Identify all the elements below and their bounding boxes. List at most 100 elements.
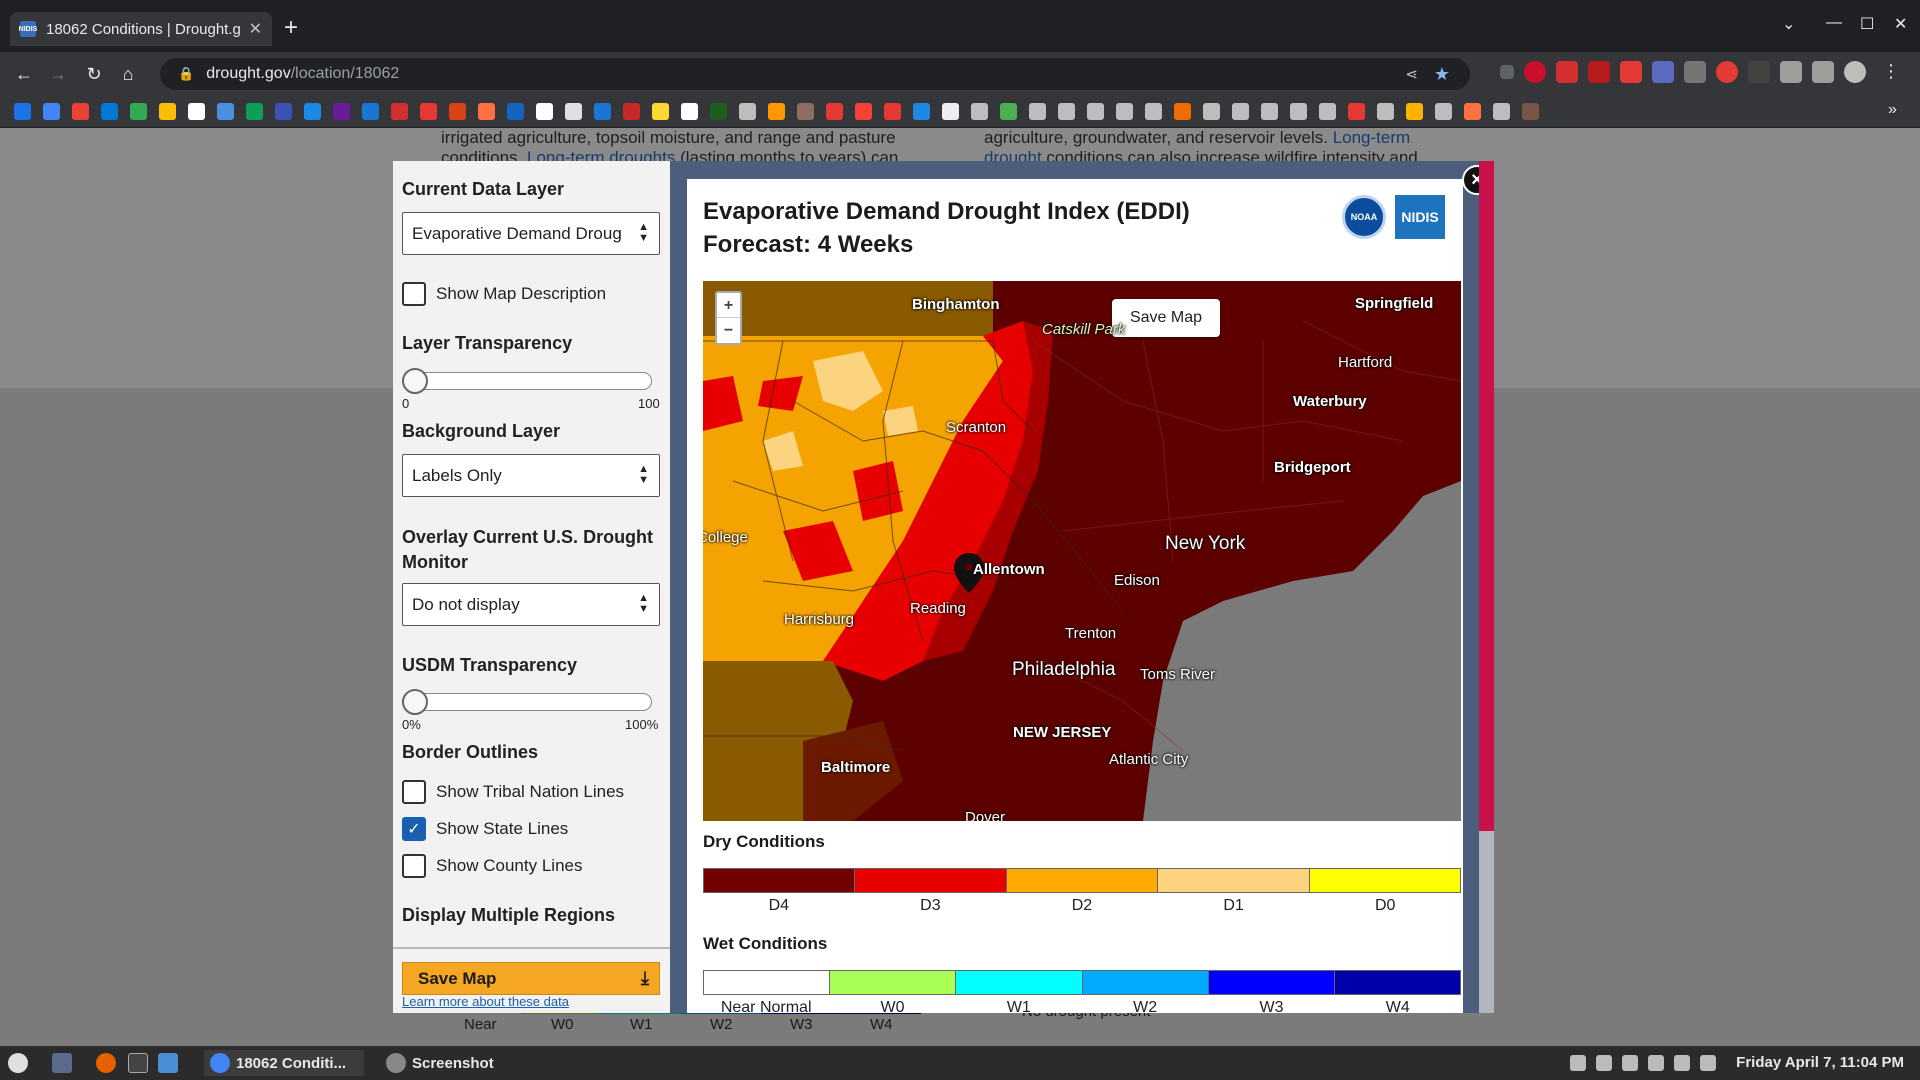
bookmark-icon[interactable] (1029, 103, 1046, 120)
bookmark-icon[interactable] (478, 103, 495, 120)
start-menu-icon[interactable] (8, 1050, 28, 1076)
bookmark-icon[interactable] (1261, 103, 1278, 120)
reload-icon[interactable]: ↻ (86, 63, 102, 84)
bookmark-icon[interactable] (246, 103, 263, 120)
learn-more-link[interactable]: Learn more about these data (402, 994, 569, 1009)
forward-icon[interactable]: → (49, 63, 67, 84)
current-data-layer-select[interactable]: Evaporative Demand Droug ▲ ▼ (402, 212, 660, 255)
bookmark-icon[interactable] (1464, 103, 1481, 120)
bookmark-icon[interactable] (884, 103, 901, 120)
share-icon[interactable]: ⋖ (1405, 66, 1418, 83)
extension-icon[interactable] (1652, 61, 1674, 83)
address-bar[interactable]: 🔒 drought.gov /location/18062 ⋖ ★ (160, 58, 1470, 90)
bookmark-star-icon[interactable]: ★ (1433, 63, 1450, 84)
layer-transparency-slider[interactable] (402, 368, 652, 394)
browser-tab[interactable]: NIDIS 18062 Conditions | Drought.g ✕ (10, 12, 272, 46)
bookmark-icon[interactable] (420, 103, 437, 120)
bookmark-icon[interactable] (1203, 103, 1220, 120)
bookmark-icon[interactable] (1319, 103, 1336, 120)
bookmark-icon[interactable] (188, 103, 205, 120)
extension-icon[interactable] (1588, 61, 1610, 83)
terminal-icon[interactable] (128, 1050, 148, 1076)
bookmark-icon[interactable] (536, 103, 553, 120)
dropdown-icon[interactable] (1500, 65, 1514, 79)
bookmark-icon[interactable] (1522, 103, 1539, 120)
printer-icon[interactable] (1596, 1055, 1612, 1071)
checkbox-icon[interactable] (402, 780, 426, 804)
bookmark-icon[interactable] (72, 103, 89, 120)
files-icon[interactable] (158, 1050, 178, 1076)
bookmark-icon[interactable] (1232, 103, 1249, 120)
bookmark-icon[interactable] (275, 103, 292, 120)
bookmark-icon[interactable] (739, 103, 756, 120)
bookmark-icon[interactable] (507, 103, 524, 120)
bookmark-icon[interactable] (1145, 103, 1162, 120)
bookmark-icon[interactable] (1087, 103, 1104, 120)
network-icon[interactable] (1674, 1055, 1690, 1071)
shield-icon[interactable] (1570, 1055, 1586, 1071)
zoom-in-button[interactable]: + (717, 293, 740, 318)
bookmark-icon[interactable] (681, 103, 698, 120)
bookmark-icon[interactable] (623, 103, 640, 120)
slider-knob[interactable] (402, 368, 428, 394)
bookmark-icon[interactable] (565, 103, 582, 120)
bookmark-icon[interactable] (159, 103, 176, 120)
show-desktop-icon[interactable] (52, 1050, 72, 1076)
bookmark-icon[interactable] (913, 103, 930, 120)
bookmark-icon[interactable] (304, 103, 321, 120)
bookmark-icon[interactable] (449, 103, 466, 120)
checkbox-checked-icon[interactable]: ✓ (402, 817, 426, 841)
map-canvas[interactable] (703, 281, 1461, 821)
bookmark-icon[interactable] (43, 103, 60, 120)
state-lines-checkbox[interactable]: ✓ Show State Lines (402, 817, 568, 841)
new-tab-icon[interactable]: + (284, 14, 299, 41)
bookmark-icon[interactable] (1348, 103, 1365, 120)
bookmarks-overflow-icon[interactable]: » (1888, 101, 1897, 118)
bookmark-icon[interactable] (826, 103, 843, 120)
profile-avatar-icon[interactable] (1844, 61, 1866, 83)
bookmark-icon[interactable] (971, 103, 988, 120)
county-lines-checkbox[interactable]: Show County Lines (402, 854, 582, 878)
bookmark-icon[interactable] (1377, 103, 1394, 120)
bookmark-icon[interactable] (333, 103, 350, 120)
user-icon[interactable] (1648, 1055, 1664, 1071)
bookmark-icon[interactable] (942, 103, 959, 120)
usdm-transparency-slider[interactable] (402, 689, 652, 715)
zoom-out-button[interactable]: − (723, 322, 734, 339)
bookmark-icon[interactable] (768, 103, 785, 120)
show-map-description-checkbox[interactable]: Show Map Description (402, 282, 606, 306)
bookmark-icon[interactable] (1493, 103, 1510, 120)
tab-search-icon[interactable]: ⌄ (1782, 16, 1796, 33)
bookmark-icon[interactable] (710, 103, 727, 120)
drought-map[interactable]: + − Save Map Binghamton Springfield Cats… (703, 281, 1461, 821)
back-icon[interactable]: ← (15, 63, 33, 84)
save-map-overlay-button[interactable]: Save Map (1112, 299, 1220, 337)
window-close-icon[interactable]: ✕ (1894, 16, 1908, 33)
scrollbar-thumb[interactable] (1479, 161, 1494, 831)
extension-icon[interactable] (1620, 61, 1642, 83)
bookmark-icon[interactable] (1174, 103, 1191, 120)
mail-icon[interactable] (1684, 61, 1706, 83)
tribal-lines-checkbox[interactable]: Show Tribal Nation Lines (402, 780, 624, 804)
bookmark-icon[interactable] (101, 103, 118, 120)
keyboard-icon[interactable] (1622, 1055, 1638, 1071)
location-pin-icon[interactable] (954, 553, 984, 593)
extension-icon[interactable] (1748, 61, 1770, 83)
volume-icon[interactable] (1700, 1055, 1716, 1071)
bookmark-icon[interactable] (130, 103, 147, 120)
modal-scrollbar[interactable] (1479, 161, 1494, 1013)
maximize-icon[interactable]: ☐ (1860, 16, 1875, 33)
checkbox-icon[interactable] (402, 282, 426, 306)
taskbar-chrome-item[interactable]: 18062 Conditi... (204, 1050, 364, 1076)
adblock-icon[interactable] (1556, 61, 1578, 83)
bookmark-icon[interactable] (652, 103, 669, 120)
ublock-icon[interactable] (1524, 61, 1546, 83)
checkbox-icon[interactable] (402, 854, 426, 878)
overlay-drought-monitor-select[interactable]: Do not display ▲ ▼ (402, 583, 660, 626)
bookmark-icon[interactable] (1290, 103, 1307, 120)
home-icon[interactable]: ⌂ (122, 63, 134, 84)
taskbar-screenshot-item[interactable]: Screenshot (380, 1050, 494, 1076)
puzzle-icon[interactable] (1780, 61, 1802, 83)
save-map-button[interactable]: Save Map ⤓ (402, 962, 660, 995)
bookmark-icon[interactable] (1406, 103, 1423, 120)
